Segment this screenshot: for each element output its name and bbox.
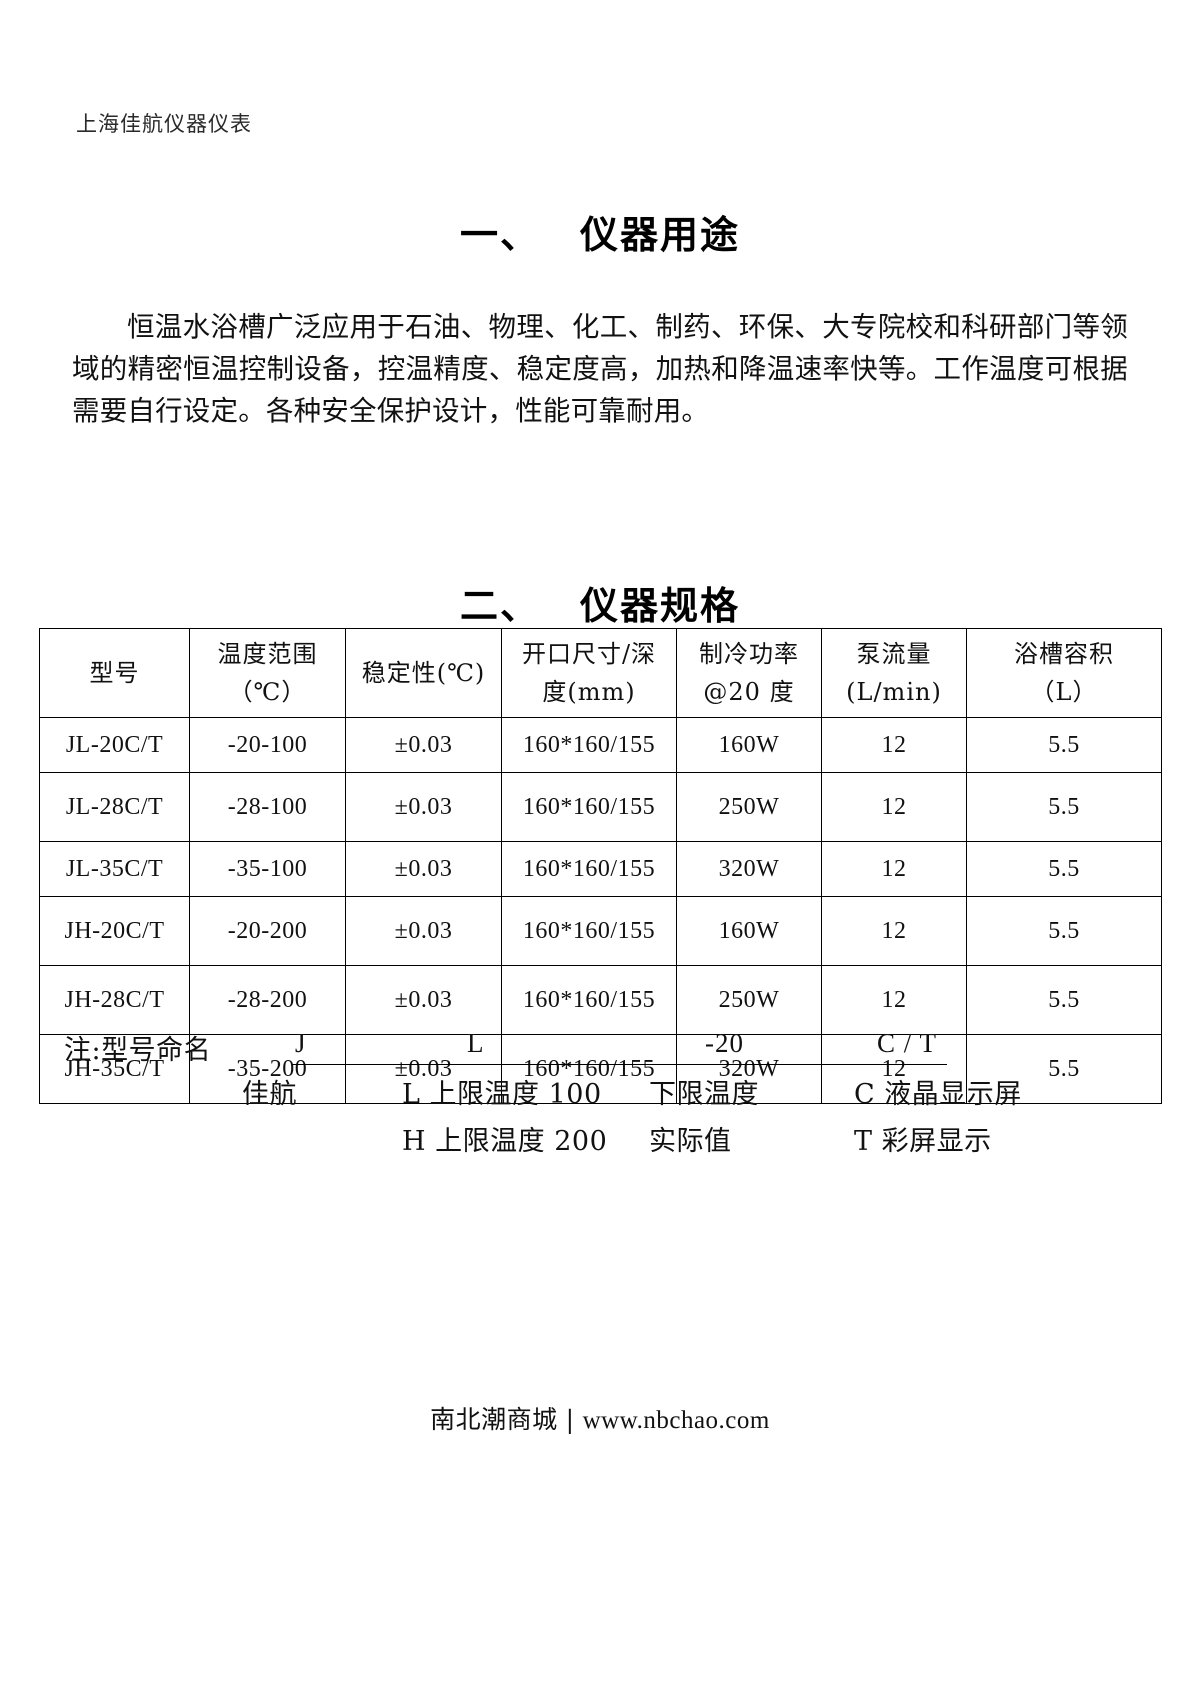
cell-model: JL-35C/T (39, 841, 190, 897)
cell-volume: 5.5 (966, 772, 1162, 842)
cell-range: -35-100 (189, 841, 346, 897)
cell-cooling: 160W (676, 717, 822, 773)
naming-token-brand: J (295, 1028, 307, 1058)
cell-stability: ±0.03 (345, 1034, 502, 1104)
section-number: 一、 (459, 213, 540, 257)
naming-token-display-type: C / T (877, 1028, 938, 1058)
column-header-cooling-power: 制冷功率 @20 度 (676, 628, 822, 718)
column-header-model: 型号 (39, 628, 190, 718)
specifications-table-wrapper: 型号 温度范围 （℃） 稳定性(℃) 开口尺寸/深 度(mm) (39, 628, 1162, 1104)
table-row: JH-28C/T -28-200 ±0.03 160*160/155 250W … (39, 965, 1162, 1035)
cell-range: -20-200 (189, 896, 346, 966)
cell-cooling: 250W (676, 772, 822, 842)
cell-stability: ±0.03 (345, 772, 502, 842)
cell-opening: 160*160/155 (501, 965, 677, 1035)
cell-pump: 12 (821, 772, 967, 842)
legend-display-type: T 彩屏显示 (854, 1126, 992, 1157)
naming-legend-row-1: 佳航 L 上限温度 100 下限温度 C 液晶显示屏 (39, 1072, 1161, 1119)
cell-volume: 5.5 (966, 841, 1162, 897)
cell-range: -20-100 (189, 717, 346, 773)
table-row: JL-20C/T -20-100 ±0.03 160*160/155 160W … (39, 717, 1162, 773)
cell-model: JL-28C/T (39, 772, 190, 842)
naming-token-lower-limit: -20 (705, 1028, 744, 1058)
naming-note-label: 注:型号命名 (64, 1035, 212, 1066)
page-footer: 南北潮商城 | www.nbchao.com (0, 1400, 1200, 1436)
cell-opening: 160*160/155 (501, 772, 677, 842)
cell-volume: 5.5 (966, 717, 1162, 773)
legend-brand: 佳航 (242, 1079, 297, 1110)
running-header: 上海佳航仪器仪表 (76, 112, 252, 136)
cell-model: JH-35C/T (39, 1034, 190, 1104)
legend-lower-limit: 下限温度 (649, 1079, 759, 1110)
section-title: 仪器规格 (580, 584, 741, 628)
legend-upper-limit: L 上限温度 100 (402, 1079, 602, 1110)
footer-url[interactable]: www.nbchao.com (582, 1407, 770, 1434)
cell-volume: 5.5 (966, 896, 1162, 966)
cell-model: JL-20C/T (39, 717, 190, 773)
cell-stability: ±0.03 (345, 841, 502, 897)
column-header-bath-volume: 浴槽容积 （L） (966, 628, 1162, 718)
section-heading-instrument-use: 一、 仪器用途 (0, 204, 1200, 259)
cell-opening: 160*160/155 (501, 1034, 677, 1104)
column-header-temperature-range: 温度范围 （℃） (189, 628, 346, 718)
cell-pump: 12 (821, 717, 967, 773)
cell-pump: 12 (821, 841, 967, 897)
cell-range: -28-200 (189, 965, 346, 1035)
cell-range: -28-100 (189, 772, 346, 842)
cell-model: JH-28C/T (39, 965, 190, 1035)
table-header-row: 型号 温度范围 （℃） 稳定性(℃) 开口尺寸/深 度(mm) (39, 628, 1162, 718)
legend-lower-limit: 实际值 (649, 1126, 732, 1157)
footer-site-name: 南北潮商城 (430, 1405, 558, 1434)
table-row: JH-20C/T -20-200 ±0.03 160*160/155 160W … (39, 896, 1162, 966)
column-header-stability: 稳定性(℃) (345, 628, 502, 718)
naming-note-underline (292, 1064, 947, 1065)
table-row: JL-35C/T -35-100 ±0.03 160*160/155 320W … (39, 841, 1162, 897)
cell-pump: 12 (821, 1034, 967, 1104)
cell-opening: 160*160/155 (501, 841, 677, 897)
cell-pump: 12 (821, 896, 967, 966)
section-heading-specifications: 二、 仪器规格 (0, 575, 1200, 630)
section-title: 仪器用途 (580, 213, 741, 257)
naming-token-upper-limit: L (467, 1028, 485, 1058)
cell-volume: 5.5 (966, 1034, 1162, 1104)
model-naming-note: 注:型号命名 J L -20 C / T 佳航 L 上限温度 100 下限温度 … (39, 1028, 1161, 1166)
footer-separator: | (565, 1405, 575, 1434)
specifications-table: 型号 温度范围 （℃） 稳定性(℃) 开口尺寸/深 度(mm) (39, 628, 1162, 1104)
cell-opening: 160*160/155 (501, 717, 677, 773)
section-number: 二、 (459, 584, 540, 628)
cell-pump: 12 (821, 965, 967, 1035)
cell-volume: 5.5 (966, 965, 1162, 1035)
legend-display-type: C 液晶显示屏 (854, 1079, 1022, 1110)
cell-stability: ±0.03 (345, 965, 502, 1035)
table-row: JL-28C/T -28-100 ±0.03 160*160/155 250W … (39, 772, 1162, 842)
intro-paragraph: 恒温水浴槽广泛应用于石油、物理、化工、制药、环保、大专院校和科研部门等领域的精密… (72, 311, 1128, 427)
cell-stability: ±0.03 (345, 717, 502, 773)
cell-model: JH-20C/T (39, 896, 190, 966)
column-header-pump-flow: 泵流量 (L/min) (821, 628, 967, 718)
naming-note-line: 注:型号命名 J L -20 C / T (39, 1028, 1161, 1072)
cell-cooling: 250W (676, 965, 822, 1035)
cell-stability: ±0.03 (345, 896, 502, 966)
cell-cooling: 160W (676, 896, 822, 966)
table-row: JH-35C/T -35-200 ±0.03 160*160/155 320W … (39, 1034, 1162, 1104)
cell-opening: 160*160/155 (501, 896, 677, 966)
naming-legend-row-2: H 上限温度 200 实际值 T 彩屏显示 (39, 1119, 1161, 1166)
cell-cooling: 320W (676, 841, 822, 897)
legend-upper-limit: H 上限温度 200 (402, 1126, 608, 1157)
cell-range: -35-200 (189, 1034, 346, 1104)
column-header-opening-size-depth: 开口尺寸/深 度(mm) (501, 628, 677, 718)
